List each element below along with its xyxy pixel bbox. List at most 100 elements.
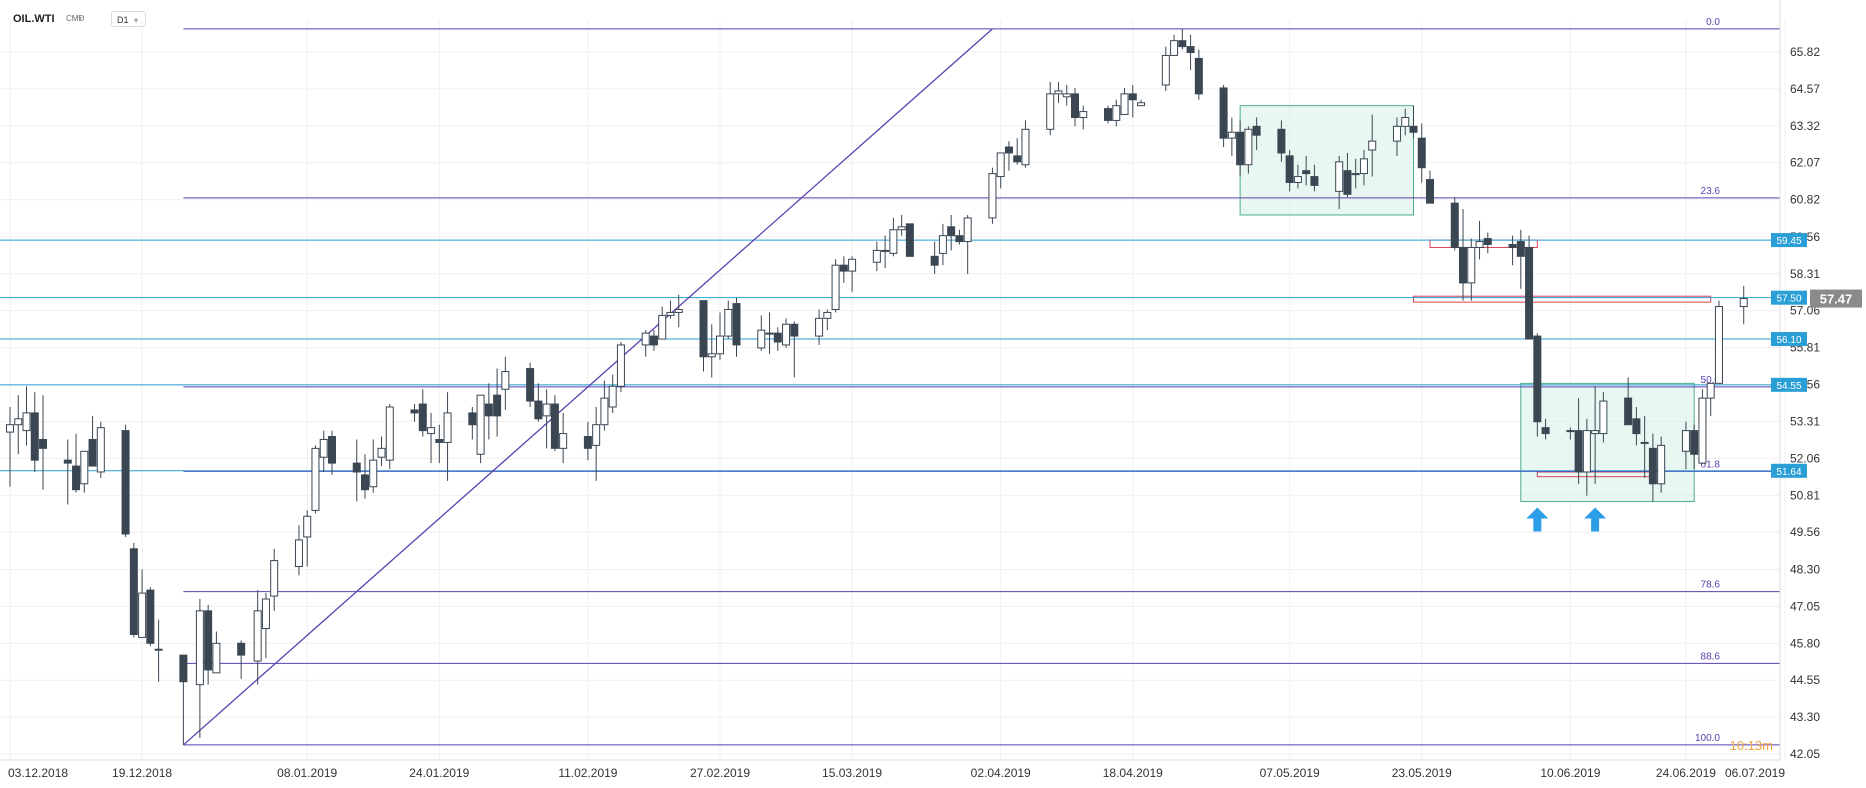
candle [699,300,708,372]
candle-body-bearish [1004,146,1013,154]
chevron-down-icon[interactable]: ▾ [78,14,83,23]
level-price-tag: 56.10 [1771,332,1807,347]
candle-body-bearish [121,430,130,535]
candle-body-bullish [1335,161,1344,192]
candle [1648,433,1657,502]
candle-body-bearish [63,459,72,464]
x-tick-label: 06.07.2019 [1725,766,1785,780]
candle [39,395,48,490]
y-tick-label: 64.57 [1790,82,1820,96]
candle [1739,285,1748,325]
candle-body-bullish [319,438,328,458]
candle-body-bearish [1104,108,1113,121]
candle-body-bullish [80,450,89,485]
x-tick-label: 24.06.2019 [1656,766,1716,780]
candle [1186,34,1195,71]
candle [988,167,997,224]
y-tick-label: 65.82 [1790,45,1820,59]
symbol-label[interactable]: OIL.WTI [13,13,55,25]
fib-level-label: 50.0 [1701,375,1721,386]
candle [1277,120,1286,162]
candle [1640,415,1649,478]
candle-body-bullish [658,314,667,340]
candle-body-bullish [988,173,997,219]
fibonacci-levels: 0.0 23.6 50.0 61.8 78.6 88.6 100.0 [183,17,1780,746]
candle-body-bearish [1541,427,1550,435]
candle-body-bullish [501,371,510,390]
y-tick-label: 50.81 [1790,488,1820,502]
y-tick-label: 47.05 [1790,599,1820,613]
candle [1227,117,1236,156]
x-tick-label: 03.12.2018 [8,766,68,780]
candle [1657,436,1666,493]
candle [1525,235,1534,340]
candle-body-bearish [435,438,444,443]
x-tick-label: 23.05.2019 [1392,766,1452,780]
candle-body-bullish [1170,40,1179,56]
y-tick-label: 48.30 [1790,562,1820,576]
candle [204,604,213,685]
candle-body-bullish [427,427,436,435]
candle-body-bullish [592,424,601,446]
candle-body-bearish [947,226,956,237]
candle [1021,120,1030,168]
y-tick-label: 63.32 [1790,119,1820,133]
candle-body-bullish [1137,102,1146,107]
candle-body-bearish [534,400,543,420]
candle [493,368,502,437]
current-price-tag: 57.47 [1810,289,1862,308]
candle [1071,87,1079,127]
consolidation-zone [1239,105,1414,216]
candle [1194,49,1203,100]
candle-body-bearish [1516,241,1525,257]
candle [294,525,303,576]
candle [1426,170,1434,204]
candle-body-bullish [1368,140,1377,151]
candle-body-bullish [14,418,23,426]
signal-arrows [1526,507,1607,532]
candle-body-bullish [303,515,312,538]
interval-select[interactable]: D1 ▾ [111,11,146,27]
candle-body-bullish [195,610,204,686]
candle-body-bearish [1525,246,1534,340]
candle [872,241,881,272]
candle-body-bullish [1475,241,1484,248]
candle-body-bullish [1566,430,1575,433]
candle [947,214,956,251]
candle [732,297,741,357]
candle-body-bearish [790,323,799,337]
candle [1046,82,1055,136]
candle-body-bullish [1227,131,1236,139]
candle [716,312,724,360]
x-tick-label: 24.01.2019 [409,766,469,780]
candle-body-bullish [823,311,832,319]
candle-body-bearish [699,300,708,358]
candle-body-bullish [261,598,270,630]
candle [1128,84,1137,118]
candle-body-bearish [327,436,336,464]
candle [1467,238,1476,301]
candle [1351,158,1360,189]
candle [1541,418,1550,440]
candle [889,217,898,257]
candle [831,259,840,313]
candle [1004,141,1013,171]
level-tag-background [1771,377,1807,392]
candle [237,640,246,679]
candle-body-bullish [815,317,824,337]
fib-level-label: 23.6 [1701,186,1721,197]
candle-body-bullish [1698,397,1707,464]
level-tag-background [1771,233,1807,248]
y-tick-label: 52.06 [1790,451,1820,465]
candle [1483,232,1492,254]
candle-body-bearish [839,264,848,272]
x-axis: 03.12.2018 19.12.2018 08.01.2019 24.01.2019… [0,759,1785,780]
candle [22,386,31,446]
instrument-type-label[interactable]: CMD [66,14,85,23]
candle-body-bullish [1120,93,1129,116]
level-price-tag: 59.45 [1771,233,1807,248]
candle-body-bearish [418,403,427,432]
candle [1244,126,1253,174]
candle [1236,120,1245,177]
